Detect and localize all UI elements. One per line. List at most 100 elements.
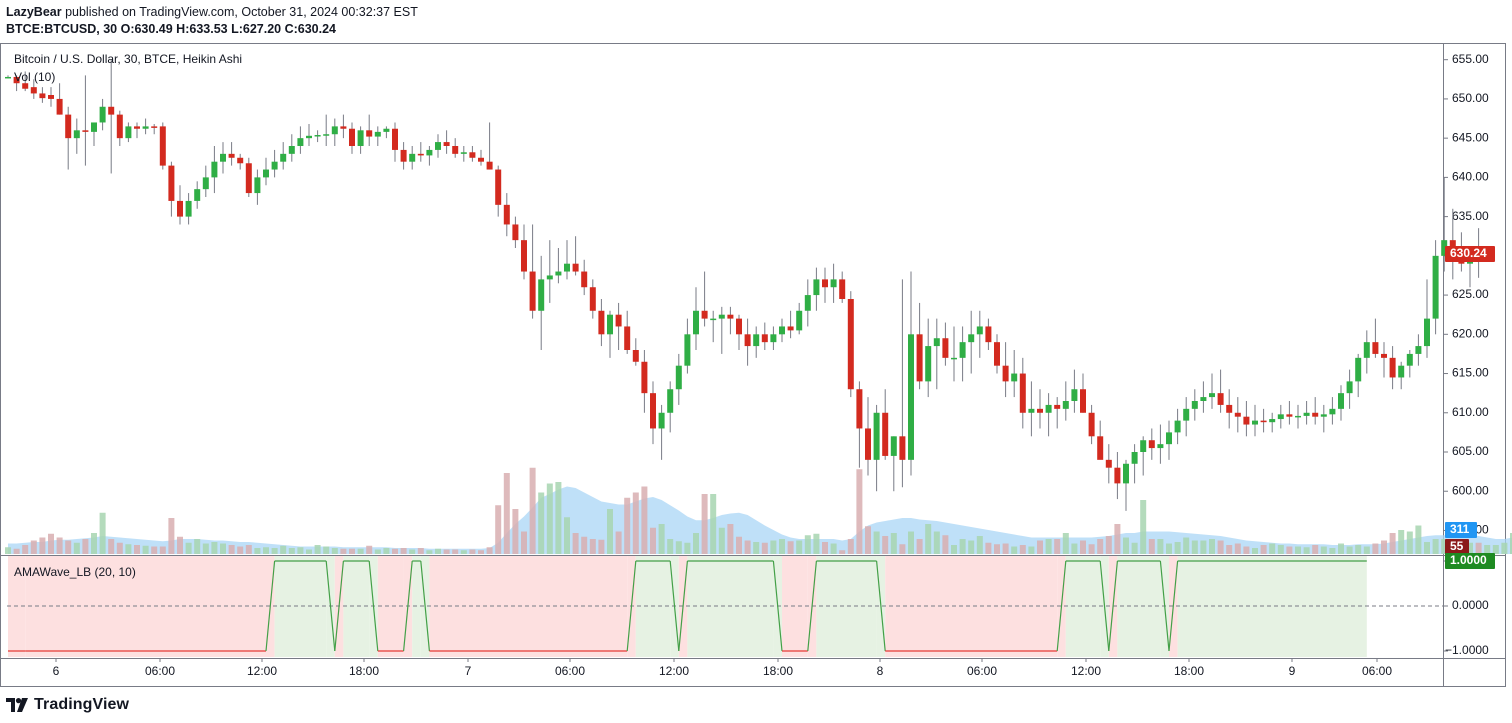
volume-bar <box>908 531 914 554</box>
candle-body <box>1329 408 1336 415</box>
volume-bar <box>890 533 897 554</box>
candle-body <box>753 334 760 347</box>
candle-body <box>718 314 725 319</box>
time-tick-label: 18:00 <box>763 664 793 678</box>
candle-body <box>1114 467 1121 484</box>
time-tick-label: 06:00 <box>145 664 175 678</box>
volume-bar <box>1226 545 1233 554</box>
candle-body <box>1338 393 1344 409</box>
candle-body <box>91 122 97 132</box>
candle-body <box>693 310 699 335</box>
volume-bar <box>839 550 846 554</box>
candle-body <box>1415 346 1422 354</box>
candle-body <box>847 299 854 390</box>
time-tick-label: 06:00 <box>967 664 997 678</box>
candle-body <box>65 114 72 139</box>
volume-bar <box>1329 548 1336 554</box>
candle-body <box>1071 389 1078 401</box>
candle-body <box>486 161 493 170</box>
volume-bar <box>357 548 364 554</box>
time-tick-label: 12:00 <box>247 664 277 678</box>
volume-bar <box>916 539 923 554</box>
volume-bar <box>1338 543 1344 554</box>
publisher-name[interactable]: LazyBear <box>6 5 62 19</box>
wave-value-badge-bg <box>1445 553 1495 569</box>
candle-body <box>1183 408 1190 421</box>
candle-body <box>1080 389 1086 413</box>
main-pane-title: Bitcoin / U.S. Dollar, 30, BTCE, Heikin … <box>14 52 242 66</box>
candle-body <box>985 326 992 343</box>
candle-body <box>882 412 889 456</box>
candle-body <box>1286 414 1293 417</box>
volume-bar <box>185 542 192 554</box>
volume-bar <box>340 548 347 554</box>
volume-bar <box>1424 542 1430 554</box>
volume-bar <box>830 543 837 554</box>
volume-bar <box>39 537 46 554</box>
volume-bar <box>280 545 287 554</box>
volume-bar <box>538 492 545 554</box>
volume-bar <box>13 548 20 554</box>
candle-body <box>392 128 398 150</box>
candle-body <box>1200 397 1207 401</box>
volume-bar <box>1484 545 1491 554</box>
candle-body <box>779 326 785 335</box>
candle-body <box>349 128 355 146</box>
candle-body <box>56 98 63 115</box>
candle-body <box>5 76 11 79</box>
candle-body <box>1226 404 1233 413</box>
volume-bar <box>1045 539 1052 554</box>
volume-bar <box>641 486 648 554</box>
price-tick-label: 610.00 <box>1452 405 1489 419</box>
candle-body <box>684 334 691 366</box>
candle-body <box>1011 373 1018 382</box>
indicator-pane-title: AMAWave_LB (20, 10) <box>14 565 136 579</box>
candle-body <box>125 126 132 139</box>
volume-bar <box>306 549 312 554</box>
candle-body <box>435 142 441 150</box>
volume-bar <box>753 542 760 554</box>
wave-fill-region <box>1117 556 1161 657</box>
volume-bar <box>5 547 11 554</box>
wave-line-segment <box>772 560 783 652</box>
volume-bar <box>650 527 656 554</box>
wave-line-segment <box>1168 560 1179 652</box>
candle-body <box>495 169 502 205</box>
volume-bar <box>847 539 854 554</box>
candle-body <box>770 334 777 343</box>
volume-bar <box>271 548 278 554</box>
candle-body <box>366 130 373 137</box>
volume-bar <box>331 548 338 554</box>
volume-bar <box>1183 537 1190 554</box>
candle-body <box>908 334 914 460</box>
volume-bar <box>460 550 467 554</box>
volume-bar <box>1269 543 1276 554</box>
candle-body <box>804 295 811 311</box>
candle-body <box>607 314 613 335</box>
volume-bar <box>813 533 820 554</box>
candle-body <box>1105 459 1112 468</box>
candle-body <box>1355 357 1362 382</box>
volume-bar <box>503 473 510 554</box>
candle-body <box>1346 381 1353 394</box>
candle-body <box>211 161 218 178</box>
candle-body <box>116 114 123 139</box>
wave-line-segment <box>807 560 817 652</box>
candle-body <box>245 163 252 194</box>
candle-body <box>796 310 803 331</box>
volume-bar <box>512 509 519 554</box>
volume-bar <box>288 548 295 554</box>
candle-body <box>529 271 536 311</box>
volume-bar <box>624 497 631 554</box>
volume-bar <box>91 533 97 554</box>
volume-bar <box>134 545 140 554</box>
tradingview-logo[interactable]: TradingView <box>6 694 129 716</box>
candle-body <box>168 165 175 201</box>
volume-bar <box>125 544 132 554</box>
candle-body <box>1045 404 1052 413</box>
tradingview-wordmark: TradingView <box>34 696 130 713</box>
candle-body <box>727 314 734 319</box>
volume-bar <box>99 512 106 554</box>
volume-bar <box>1209 539 1215 554</box>
